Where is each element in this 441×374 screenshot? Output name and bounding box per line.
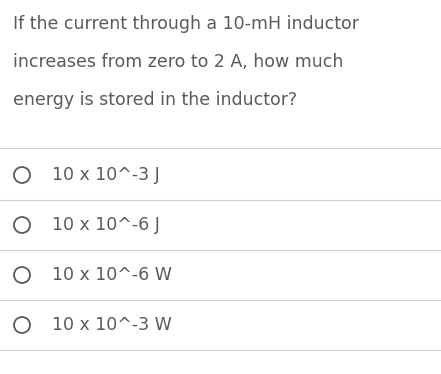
- Text: 10 x 10^-3 J: 10 x 10^-3 J: [52, 166, 160, 184]
- Text: 10 x 10^-3 W: 10 x 10^-3 W: [52, 316, 172, 334]
- Text: energy is stored in the inductor?: energy is stored in the inductor?: [13, 91, 297, 109]
- Text: If the current through a 10-mH inductor: If the current through a 10-mH inductor: [13, 15, 359, 33]
- Text: 10 x 10^-6 J: 10 x 10^-6 J: [52, 216, 160, 234]
- Text: increases from zero to 2 A, how much: increases from zero to 2 A, how much: [13, 53, 344, 71]
- Text: 10 x 10^-6 W: 10 x 10^-6 W: [52, 266, 172, 284]
